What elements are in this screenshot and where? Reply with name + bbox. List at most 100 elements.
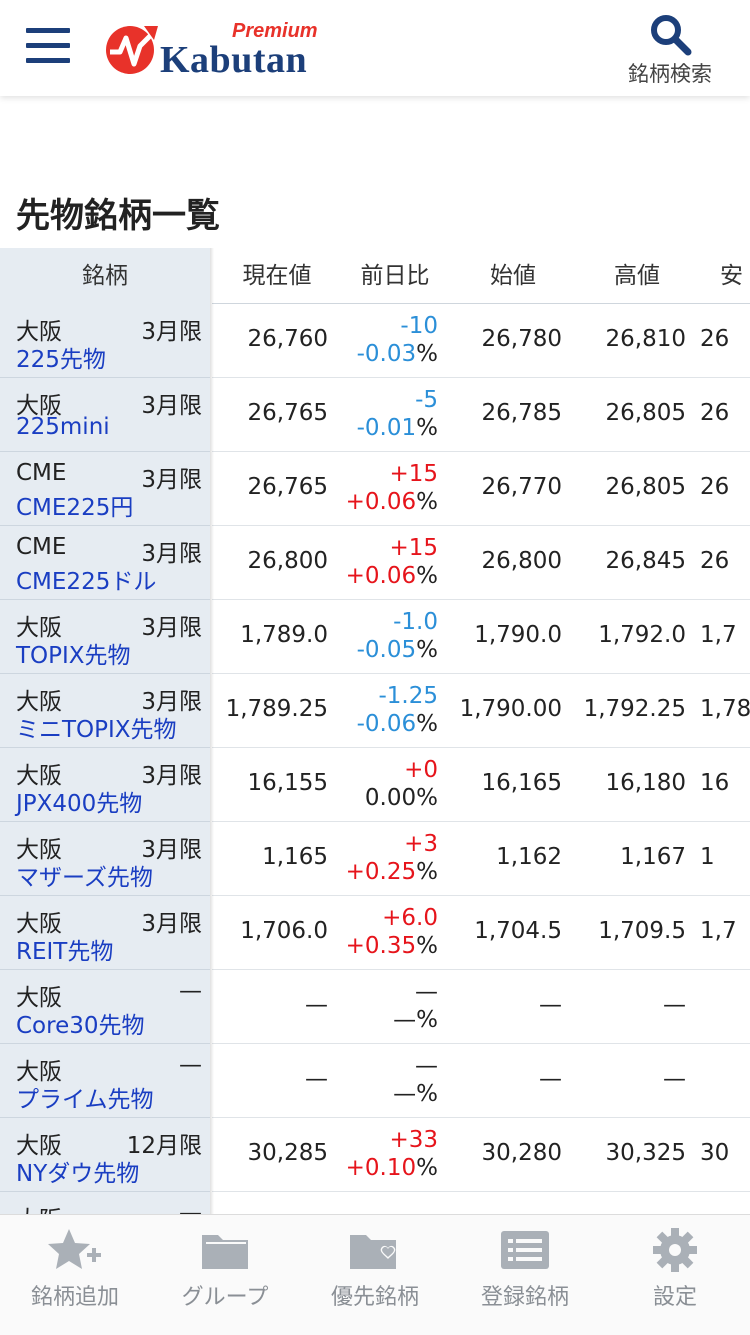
change-percent-value: +0.25	[345, 859, 417, 885]
open-price: —	[539, 992, 562, 1018]
table-row[interactable]: CME 3月限 CME225ドル 26,800 +15 +0.06% 26,800 26,84…	[0, 526, 750, 600]
change-value: +33	[389, 1127, 438, 1153]
low-price: 26	[700, 548, 730, 574]
nav-add-stock[interactable]: 銘柄追加	[0, 1215, 150, 1335]
table-row[interactable]: 大阪 3月限 REIT先物 1,706.0 +6.0 +0.35% 1,704.5 1,709…	[0, 896, 750, 970]
nav-registered[interactable]: 登録銘柄	[450, 1215, 600, 1335]
futures-table[interactable]: 銘柄 現在値 前日比 始値 高値 安 大阪 3月限 225先物 26,760 -10 -0…	[0, 248, 750, 1214]
table-row[interactable]: 大阪 3月限 ミニTOPIX先物 1,789.25 -1.25 -0.06% 1,790.0…	[0, 674, 750, 748]
symbol-link[interactable]: 225先物	[16, 347, 106, 373]
symbol-link[interactable]: NYダウ先物	[16, 1161, 140, 1187]
nav-priority[interactable]: 優先銘柄	[300, 1215, 450, 1335]
stock-name-cell[interactable]: 大阪 3月限 225先物	[0, 304, 210, 378]
stock-name-cell[interactable]: 大阪 3月限 JPX400先物	[0, 748, 210, 822]
kabutan-logo[interactable]: Premium Kabutan	[104, 14, 344, 81]
change-value: +0	[404, 757, 438, 783]
contract-month: 3月限	[141, 467, 202, 493]
percent-sign: %	[416, 785, 438, 811]
high-price: 26,805	[605, 400, 686, 426]
symbol-link[interactable]: 225mini	[16, 414, 110, 440]
col-header-open: 始値	[490, 263, 536, 289]
change-percent: -0.01%	[330, 414, 438, 442]
app-header: Premium Kabutan 銘柄検索	[0, 0, 750, 96]
symbol-link[interactable]: TOPIX先物	[16, 643, 131, 669]
change-value: +6.0	[382, 905, 438, 931]
change-percent-value: 0.00	[364, 785, 417, 811]
symbol-link[interactable]: REIT先物	[16, 939, 114, 965]
change-percent-value: -0.01	[356, 415, 417, 441]
percent-sign: %	[416, 415, 438, 441]
current-price: 26,765	[247, 474, 328, 500]
nav-group[interactable]: グループ	[150, 1215, 300, 1335]
symbol-link[interactable]: プライム先物	[16, 1087, 154, 1113]
menu-icon[interactable]	[26, 28, 70, 68]
contract-month: 3月限	[141, 319, 202, 345]
page-title: 先物銘柄一覧	[16, 196, 220, 236]
table-row[interactable]: 大阪 3月限 225先物 26,760 -10 -0.03% 26,780 26,810 26	[0, 304, 750, 378]
high-price: 26,810	[605, 326, 686, 352]
symbol-link[interactable]: CME225ドル	[16, 569, 157, 595]
stock-name-cell[interactable]: CME 3月限 CME225ドル	[0, 526, 210, 600]
low-price: 1	[700, 844, 715, 870]
high-price: 26,805	[605, 474, 686, 500]
change-percent: +0.06%	[330, 562, 438, 590]
change-percent-value: +0.06	[345, 489, 417, 515]
star-plus-icon	[48, 1229, 101, 1269]
table-row[interactable]: 大阪 3月限 JPX400先物 16,155 +0 0.00% 16,165 16,180 16	[0, 748, 750, 822]
stock-name-cell[interactable]: CME 3月限 CME225円	[0, 452, 210, 526]
contract-month: —	[179, 978, 202, 1004]
table-row[interactable]: 大阪 3月限 225mini 26,765 -5 -0.01% 26,785 26,805 26	[0, 378, 750, 452]
exchange-label: 大阪	[16, 985, 62, 1011]
percent-sign: %	[416, 1155, 438, 1181]
stock-name-cell[interactable]: 大阪 —	[0, 1192, 210, 1214]
change-value: -1.25	[378, 683, 438, 709]
stock-name-cell[interactable]: 大阪 — プライム先物	[0, 1044, 210, 1118]
percent-sign: %	[416, 341, 438, 367]
low-price: 1,7	[700, 918, 737, 944]
table-row[interactable]: 大阪 3月限 マザーズ先物 1,165 +3 +0.25% 1,162 1,167 1	[0, 822, 750, 896]
stock-name-cell[interactable]: 大阪 3月限 ミニTOPIX先物	[0, 674, 210, 748]
change-value: —	[415, 979, 438, 1005]
low-price: 16	[700, 770, 730, 796]
col-header-high: 高値	[614, 263, 660, 289]
stock-name-cell[interactable]: 大阪 12月限 NYダウ先物	[0, 1118, 210, 1192]
change-cell: +15 +0.06%	[330, 460, 438, 516]
table-row[interactable]: 大阪 — Core30先物 — — —% — —	[0, 970, 750, 1044]
symbol-link[interactable]: CME225円	[16, 495, 134, 521]
table-row[interactable]: 大阪 —	[0, 1192, 750, 1214]
symbol-link[interactable]: JPX400先物	[16, 791, 143, 817]
stock-name-cell[interactable]: 大阪 — Core30先物	[0, 970, 210, 1044]
table-header: 銘柄 現在値 前日比 始値 高値 安	[0, 248, 750, 306]
table-row[interactable]: 大阪 — プライム先物 — — —% — —	[0, 1044, 750, 1118]
low-price: 30	[700, 1140, 730, 1166]
percent-sign: %	[416, 489, 438, 515]
high-price: 1,792.25	[583, 696, 686, 722]
exchange-label: 大阪	[16, 319, 62, 345]
nav-settings[interactable]: 設定	[600, 1215, 750, 1335]
folder-icon	[202, 1235, 248, 1269]
table-row[interactable]: 大阪 12月限 NYダウ先物 30,285 +33 +0.10% 30,280 30,325 3…	[0, 1118, 750, 1192]
high-price: 1,792.0	[598, 622, 686, 648]
stock-name-cell[interactable]: 大阪 3月限 REIT先物	[0, 896, 210, 970]
stock-name-cell[interactable]: 大阪 3月限 TOPIX先物	[0, 600, 210, 674]
stock-name-cell[interactable]: 大阪 3月限 225mini	[0, 378, 210, 452]
search-label: 銘柄検索	[628, 62, 712, 86]
contract-month: 3月限	[141, 689, 202, 715]
exchange-label: 大阪	[16, 615, 62, 641]
stock-name-cell[interactable]: 大阪 3月限 マザーズ先物	[0, 822, 210, 896]
table-row[interactable]: 大阪 3月限 TOPIX先物 1,789.0 -1.0 -0.05% 1,790.0 1,79…	[0, 600, 750, 674]
symbol-link[interactable]: Core30先物	[16, 1013, 145, 1039]
change-cell: +0 0.00%	[330, 756, 438, 812]
current-price: —	[305, 1066, 328, 1092]
change-percent-value: —	[393, 1007, 417, 1033]
contract-month: 3月限	[141, 837, 202, 863]
change-value: +15	[389, 461, 438, 487]
contract-month: 3月限	[141, 615, 202, 641]
table-row[interactable]: CME 3月限 CME225円 26,765 +15 +0.06% 26,770 26,805…	[0, 452, 750, 526]
low-price: 26	[700, 326, 730, 352]
exchange-label: 大阪	[16, 1133, 62, 1159]
search-button[interactable]: 銘柄検索	[620, 12, 720, 92]
symbol-link[interactable]: ミニTOPIX先物	[16, 717, 177, 743]
symbol-link[interactable]: マザーズ先物	[16, 865, 153, 891]
current-price: 26,800	[247, 548, 328, 574]
